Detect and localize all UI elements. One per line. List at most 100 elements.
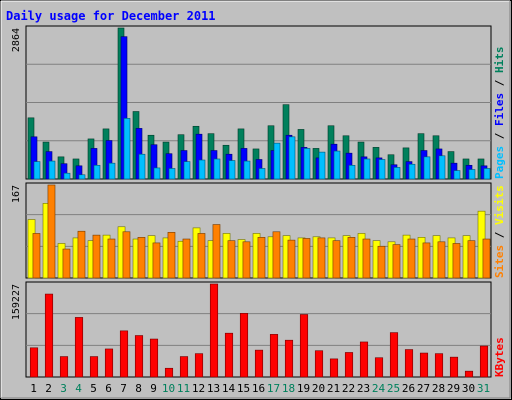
day-label-1: 1 [30,382,37,395]
bar-sites-day-30 [467,240,476,279]
bar-kbytes-day-11 [179,356,189,378]
bar-pages-day-28 [438,155,446,180]
bar-sites-day-5 [92,234,101,279]
day-label-15: 15 [237,382,250,395]
bar-sites-day-14 [227,240,236,279]
bar-pages-day-26 [408,163,416,180]
bar-pages-day-9 [153,167,161,180]
bar-sites-day-3 [62,248,71,279]
legend-separator: / [493,126,506,146]
bar-pages-day-10 [168,168,176,180]
bar-kbytes-day-31 [479,345,489,378]
bar-pages-day-18 [288,136,296,180]
bar-pages-day-31 [483,168,491,180]
bar-sites-day-21 [332,240,341,279]
day-label-6: 6 [105,382,112,395]
day-label-2: 2 [45,382,52,395]
bar-kbytes-day-2 [44,293,54,378]
bar-kbytes-day-5 [89,356,99,378]
bar-kbytes-day-15 [239,313,249,378]
bar-sites-day-26 [407,238,416,279]
bar-sites-day-18 [287,239,296,279]
bar-pages-day-24 [378,159,386,180]
bar-pages-day-4 [78,174,86,180]
bar-kbytes-day-4 [74,317,84,378]
bar-pages-day-15 [243,160,251,180]
bar-sites-day-7 [122,231,131,279]
day-label-9: 9 [150,382,157,395]
bar-pages-day-5 [93,164,101,180]
day-labels: 1 2 3 4 5 6 7 8 9 10 11 12 13 14 15 16 17 18 19 20 21 22 23 24 2… [30,382,490,395]
bar-pages-day-30 [468,169,476,180]
bar-kbytes-day-10 [164,367,174,378]
bar-kbytes-day-20 [314,350,324,378]
bar-sites-day-10 [167,232,176,279]
panel-hits_files_pages: 2864 Pages / Files / Hits [11,25,506,180]
bar-kbytes-day-19 [299,314,309,378]
bar-sites-day-11 [182,238,191,279]
day-label-17: 17 [267,382,280,395]
legend-item-visits: Visits [493,185,506,225]
bar-kbytes-day-18 [284,339,294,378]
bar-pages-day-16 [258,168,266,180]
day-label-13: 13 [207,382,220,395]
panel-max-label: 167 [11,185,22,203]
day-label-27: 27 [417,382,430,395]
bar-kbytes-day-28 [434,353,444,378]
bar-pages-day-7 [123,118,131,180]
bar-sites-day-12 [197,233,206,279]
day-label-21: 21 [327,382,340,395]
bar-pages-day-11 [183,161,191,180]
bar-sites-day-4 [77,230,86,279]
panel-legend: Pages / Files / Hits [493,47,506,180]
bar-kbytes-day-6 [104,348,114,378]
bar-kbytes-day-26 [404,349,414,378]
bar-kbytes-day-27 [419,352,429,378]
day-label-14: 14 [222,382,236,395]
day-label-7: 7 [120,382,127,395]
legend-item-files: Files [493,93,506,126]
bar-sites-day-16 [257,237,266,279]
day-label-22: 22 [342,382,355,395]
bar-pages-day-6 [108,162,116,180]
legend-separator: / [493,225,506,245]
bar-sites-day-29 [452,243,461,279]
bar-sites-day-13 [212,224,221,279]
bar-pages-day-3 [63,172,71,180]
legend-item-pages: Pages [493,146,506,179]
bar-pages-day-1 [33,161,41,180]
bar-pages-day-20 [318,151,326,180]
bar-kbytes-day-1 [29,347,39,378]
bar-kbytes-day-17 [269,334,279,378]
bar-pages-day-21 [333,150,341,180]
day-label-19: 19 [297,382,310,395]
bar-sites-day-20 [317,237,326,279]
bar-sites-day-8 [137,237,146,279]
day-label-30: 30 [462,382,475,395]
bar-pages-day-17 [273,142,281,180]
bar-kbytes-day-9 [149,338,159,378]
bar-kbytes-day-14 [224,332,234,378]
bar-kbytes-day-8 [134,335,144,378]
bar-pages-day-25 [393,167,401,180]
bar-pages-day-14 [228,160,236,180]
day-label-31: 31 [477,382,490,395]
bar-sites-day-23 [362,238,371,279]
bar-kbytes-day-22 [344,352,354,378]
bar-kbytes-day-25 [389,332,399,378]
day-label-5: 5 [90,382,97,395]
legend-separator: / [493,73,506,93]
day-label-10: 10 [162,382,175,395]
bar-sites-day-28 [437,241,446,279]
bar-kbytes-day-30 [464,370,474,378]
bar-pages-day-13 [213,158,221,180]
panel-max-label: 2864 [11,28,22,52]
bar-sites-day-1 [32,233,41,279]
bar-kbytes-day-24 [374,357,384,378]
day-label-11: 11 [177,382,190,395]
panel-visits_sites: 167 Sites / Visits [11,182,506,279]
day-label-28: 28 [432,382,445,395]
day-label-29: 29 [447,382,460,395]
chart-title: Daily usage for December 2011 [6,9,216,23]
